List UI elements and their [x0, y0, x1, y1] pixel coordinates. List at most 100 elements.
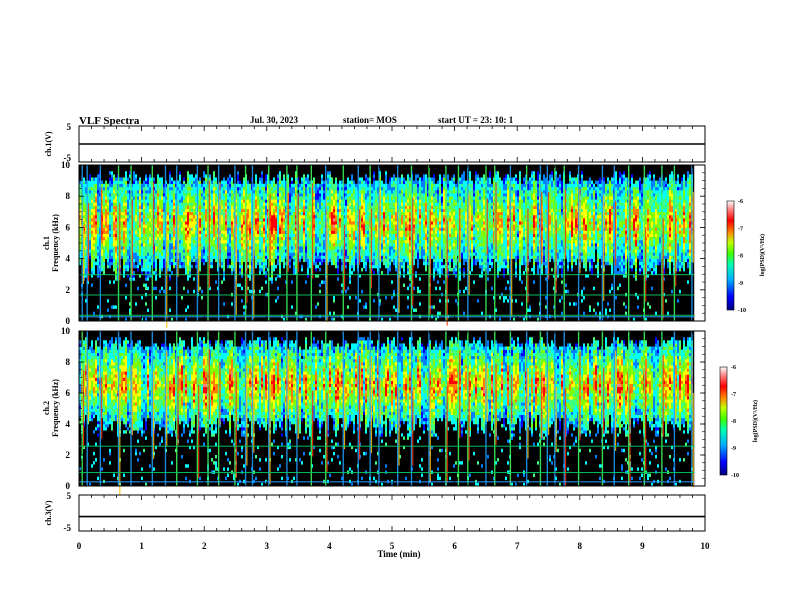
spectrogram-cell — [265, 196, 267, 200]
spectrogram-cell — [279, 189, 281, 194]
spectrogram-cell — [331, 233, 333, 238]
spectrogram-cell — [393, 193, 395, 197]
spectrogram-cell — [97, 267, 99, 272]
spectrogram-cell — [129, 218, 131, 222]
spectrogram-cell — [79, 255, 81, 259]
spectrogram-cell — [291, 246, 293, 250]
spectrogram-cell — [135, 249, 137, 253]
spectrogram-cell — [241, 211, 243, 216]
spectrogram-cell — [159, 183, 161, 188]
spectrogram-cell — [97, 243, 99, 247]
spectrogram-cell — [313, 208, 315, 213]
spectrogram-cell — [179, 264, 181, 269]
spectrogram-cell — [349, 199, 351, 203]
spectrogram-cell — [361, 177, 363, 181]
spectrogram-cell — [275, 214, 277, 219]
spectrogram-cell — [387, 186, 389, 191]
spectrogram-cell — [379, 177, 381, 181]
spectrogram-cell — [155, 271, 157, 275]
spectrogram-cell — [91, 224, 93, 228]
spectrogram-cell — [401, 230, 403, 234]
spectrogram-cell — [291, 280, 293, 284]
spectrogram-cell — [399, 233, 401, 238]
spectrogram-cell — [307, 252, 309, 256]
spectrogram-cell — [281, 202, 283, 206]
spectrogram-cell — [361, 230, 363, 234]
spectrogram-cell — [313, 211, 315, 216]
spectrogram-cell — [373, 214, 375, 219]
spectrogram-cell — [385, 230, 387, 234]
spectrogram-cell — [125, 239, 127, 244]
spectrogram-cell — [267, 267, 269, 272]
spectrogram-cell — [349, 296, 351, 300]
spectrogram-cell — [295, 255, 297, 259]
spectrogram-cell — [339, 180, 341, 185]
spectrogram-cell — [283, 211, 285, 216]
spectrogram-cell — [253, 183, 255, 188]
spectrogram-cell — [307, 227, 309, 231]
spectrogram-cell — [111, 183, 113, 188]
spectrogram-cell — [375, 239, 377, 244]
spectrogram-cell — [167, 218, 169, 222]
spectrogram-cell — [161, 221, 163, 225]
spectrogram-cell — [285, 208, 287, 213]
spectrogram-cell — [385, 258, 387, 263]
spectrogram-cell — [305, 224, 307, 228]
spectrogram-cell — [123, 267, 125, 272]
spectrogram-cell — [125, 193, 127, 197]
spectrogram-cell — [373, 196, 375, 200]
spectrogram-cell — [181, 252, 183, 256]
spectrogram-cell — [221, 211, 223, 216]
spectrogram-cell — [85, 239, 87, 244]
spectrogram-cell — [305, 317, 307, 322]
spectrogram-cell — [291, 305, 293, 309]
spectrogram-cell — [383, 249, 385, 253]
spectrogram-cell — [101, 183, 103, 188]
spectrogram-cell — [255, 230, 257, 234]
spectrogram-cell — [283, 180, 285, 185]
spectrogram-cell — [277, 252, 279, 256]
spectrogram-cell — [261, 208, 263, 213]
spectrogram-cell — [279, 239, 281, 244]
spectrogram-cell — [371, 199, 373, 203]
spectrogram-cell — [293, 249, 295, 253]
spectrogram-cell — [89, 186, 91, 191]
spectrogram-cell — [285, 243, 287, 247]
spectrogram-cell — [159, 252, 161, 256]
spectrogram-cell — [335, 183, 337, 188]
spectrogram-cell — [195, 233, 197, 238]
spectrogram-cell — [97, 174, 99, 178]
spectrogram-cell — [159, 267, 161, 272]
ch1-voltage-ylabel: ch.1(V) — [44, 131, 53, 156]
spectrogram-cell — [189, 261, 191, 266]
spectrogram-cell — [163, 214, 165, 219]
spectrogram-cell — [327, 208, 329, 213]
spectrogram-cell — [171, 239, 173, 244]
spectrogram-cell — [329, 193, 331, 197]
spectrogram-cell — [155, 236, 157, 241]
spectrogram-cell — [331, 255, 333, 259]
spectrogram-cell — [291, 193, 293, 197]
spectrogram-cell — [321, 211, 323, 216]
spectrogram-cell — [215, 239, 217, 244]
spectrogram-cell — [187, 289, 189, 294]
spectrogram-cell — [385, 199, 387, 203]
spectrogram-cell — [321, 227, 323, 231]
spectrogram-cell — [139, 177, 141, 181]
spectrogram-cell — [115, 230, 117, 234]
spectrogram-cell — [147, 243, 149, 247]
spectrogram-cell — [233, 255, 235, 259]
spectrogram-cell — [95, 183, 97, 188]
spectrogram-cell — [187, 261, 189, 266]
spectrogram-cell — [135, 258, 137, 263]
spectrogram-cell — [305, 233, 307, 238]
spectrogram-cell — [129, 189, 131, 194]
spectrogram-cell — [227, 258, 229, 263]
spectrogram-cell — [337, 264, 339, 269]
spectrogram-cell — [291, 205, 293, 209]
spectrogram-cell — [389, 180, 391, 185]
spectrogram-cell — [229, 264, 231, 269]
spectrogram-cell — [127, 224, 129, 228]
spectrogram-cell — [91, 230, 93, 234]
spectrogram-cell — [103, 261, 105, 266]
